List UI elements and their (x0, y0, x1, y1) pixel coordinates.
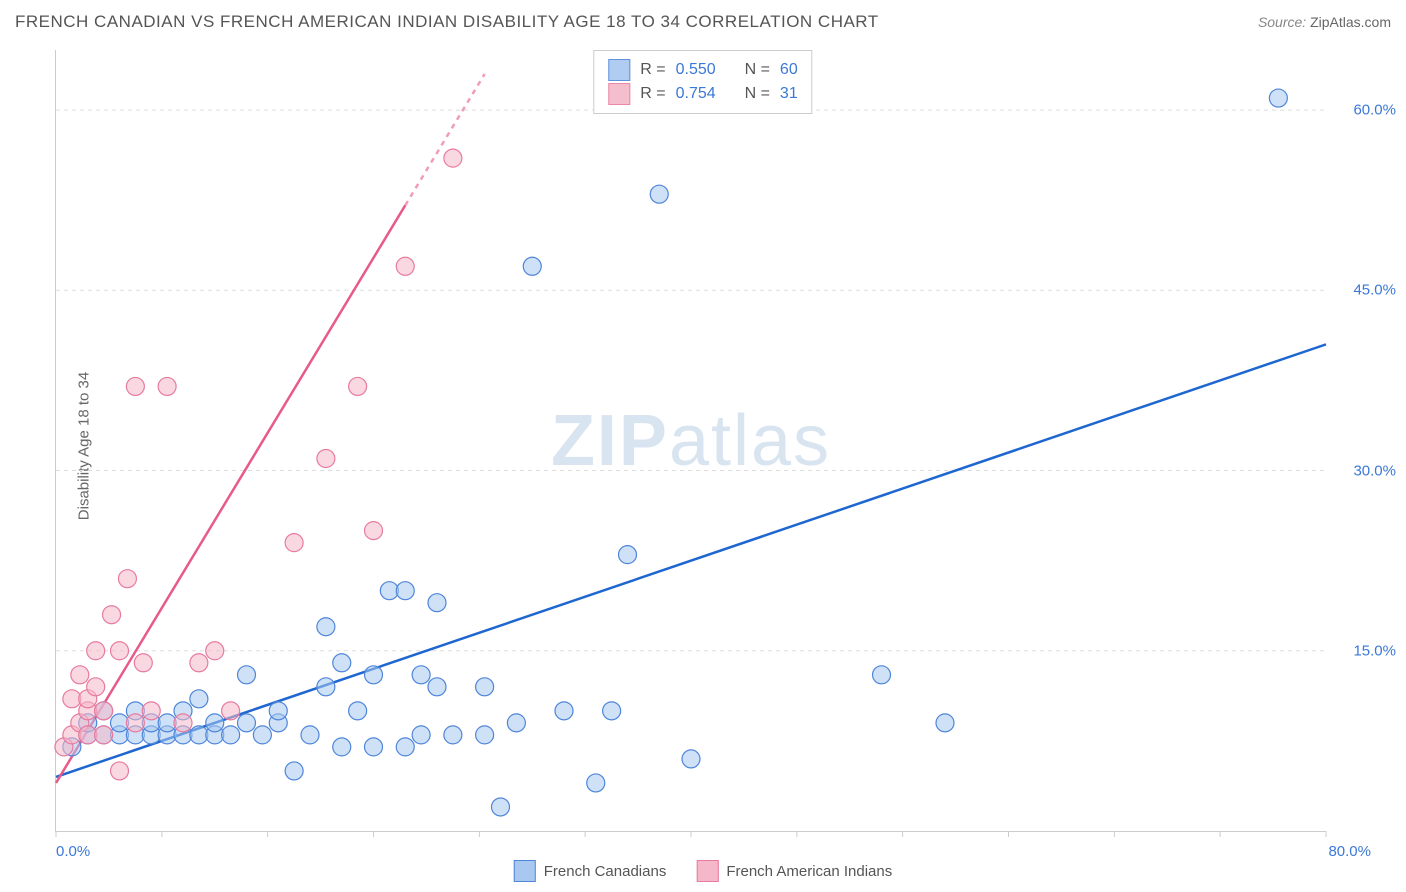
x-tick-label-max: 80.0% (1328, 843, 1371, 860)
y-tick-label: 30.0% (1353, 462, 1396, 479)
source-prefix: Source: (1258, 14, 1306, 30)
source-name: ZipAtlas.com (1310, 14, 1391, 30)
legend-swatch (696, 860, 718, 882)
stats-r-label: R = (640, 85, 665, 103)
y-tick-label: 15.0% (1353, 642, 1396, 659)
y-tick-label: 60.0% (1353, 102, 1396, 119)
stats-row: R = 0.754 N = 31 (608, 83, 797, 105)
legend-swatch (514, 860, 536, 882)
legend-item: French Canadians (514, 860, 667, 882)
legend-label: French American Indians (726, 863, 892, 880)
legend-label: French Canadians (544, 863, 667, 880)
chart-title: FRENCH CANADIAN VS FRENCH AMERICAN INDIA… (15, 12, 879, 32)
legend-swatch (608, 83, 630, 105)
title-bar: FRENCH CANADIAN VS FRENCH AMERICAN INDIA… (15, 12, 1391, 32)
stats-r-value: 0.550 (676, 61, 716, 79)
stats-n-label: N = (745, 61, 770, 79)
plot-area: ZIPatlas 15.0%30.0%45.0%60.0%0.0%80.0% (55, 50, 1326, 832)
stats-legend-box: R = 0.550 N = 60 R = 0.754 N = 31 (593, 50, 812, 114)
legend-swatch (608, 59, 630, 81)
source-attribution: Source: ZipAtlas.com (1258, 14, 1391, 30)
x-tick-label-min: 0.0% (56, 843, 90, 860)
stats-r-value: 0.754 (676, 85, 716, 103)
stats-n-label: N = (745, 85, 770, 103)
stats-n-value: 60 (780, 61, 798, 79)
plot-svg (56, 50, 1326, 831)
stats-n-value: 31 (780, 85, 798, 103)
y-tick-label: 45.0% (1353, 282, 1396, 299)
bottom-legend: French Canadians French American Indians (514, 860, 893, 882)
stats-row: R = 0.550 N = 60 (608, 59, 797, 81)
chart-container: FRENCH CANADIAN VS FRENCH AMERICAN INDIA… (0, 0, 1406, 892)
stats-r-label: R = (640, 61, 665, 79)
legend-item: French American Indians (696, 860, 892, 882)
